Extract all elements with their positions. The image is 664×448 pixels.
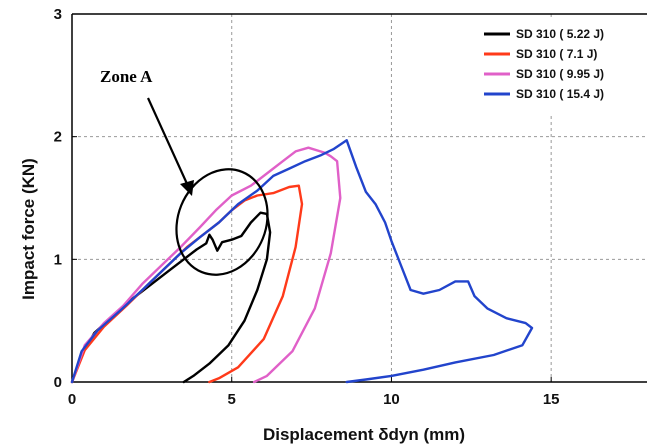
- legend-label-3: SD 310 ( 9.95 J): [516, 67, 604, 81]
- series-line-1: [70, 211, 272, 384]
- x-tick-label: 0: [68, 391, 76, 408]
- zone-ellipse: [175, 168, 269, 276]
- x-tick-label: 15: [543, 391, 560, 408]
- legend: SD 310 ( 5.22 J) SD 310 ( 7.1 J) SD 310 ( …: [474, 20, 650, 114]
- y-tick-label: 3: [54, 6, 62, 23]
- x-tick-label: 10: [383, 391, 400, 408]
- zone-arrow: [146, 97, 190, 187]
- legend-box: [474, 20, 650, 114]
- tick-labels: 0 5 10 15 0 1 2 3: [54, 6, 560, 408]
- x-axis-label: Displacement δdyn (mm): [263, 425, 465, 444]
- legend-label-2: SD 310 ( 7.1 J): [516, 47, 597, 61]
- series-lines: [70, 139, 534, 384]
- y-tick-label: 0: [54, 374, 62, 391]
- legend-label-4: SD 310 ( 15.4 J): [516, 87, 604, 101]
- series-line-3: [70, 146, 342, 384]
- annotation: Zone A: [100, 67, 269, 276]
- y-tick-label: 1: [54, 251, 62, 268]
- x-tick-label: 5: [228, 391, 236, 408]
- annotation-text: Zone A: [100, 67, 153, 86]
- series-line-4: [70, 139, 534, 384]
- y-tick-label: 2: [54, 129, 62, 146]
- zone-arrow-head: [180, 180, 194, 196]
- legend-label-1: SD 310 ( 5.22 J): [516, 27, 604, 41]
- y-axis-label: Impact force (KN): [19, 158, 38, 300]
